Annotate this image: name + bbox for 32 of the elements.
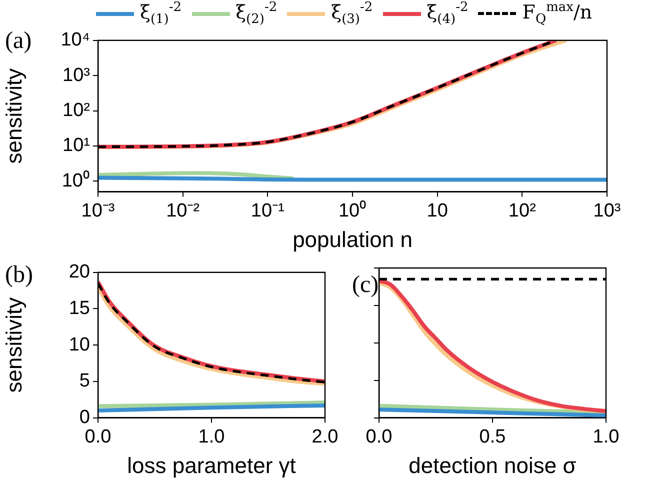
- y-tick-label: 0: [79, 407, 90, 428]
- x-tick-label: 1.0: [592, 426, 620, 448]
- y-tick-label: 10⁴: [60, 30, 90, 51]
- x-tick-label: 10⁻²: [166, 200, 200, 222]
- y-tick-label: 15: [68, 298, 90, 319]
- y-tick-label: 10⁰: [62, 169, 90, 192]
- x-tick-label: 10⁻³: [81, 200, 115, 222]
- x-tick-label: 10: [426, 200, 448, 222]
- x-tick-label: 2.0: [312, 426, 338, 448]
- chart-title: (a): [5, 28, 32, 55]
- x-tick-label: 0.5: [479, 426, 506, 448]
- x-tick-label: 10⁻¹: [250, 200, 284, 222]
- y-axis-title: sensitivity: [1, 297, 26, 393]
- y-tick-label: 10: [68, 334, 90, 356]
- y-axis-title: sensitivity: [1, 68, 26, 164]
- x-tick-label: 10²: [508, 200, 536, 222]
- y-tick-label: 5: [79, 370, 90, 392]
- chart-title: (c): [352, 272, 379, 299]
- x-tick-label: 10³: [593, 200, 621, 222]
- y-tick-label: 20: [68, 262, 90, 283]
- x-axis-title: loss parameter γt: [127, 452, 296, 478]
- x-tick-label: 0.0: [366, 426, 392, 448]
- x-axis-title: population n: [292, 226, 412, 252]
- x-axis-title: detection noise σ: [408, 452, 577, 478]
- chart-title: (b): [5, 262, 33, 289]
- y-tick-label: 10³: [62, 64, 90, 86]
- x-tick-label: 1.0: [198, 426, 225, 448]
- legend-label: F$_{Q}$$^{max}$/n: [522, 0, 592, 28]
- x-tick-label: 0.0: [84, 426, 112, 448]
- y-tick-label: 10²: [62, 100, 90, 122]
- x-tick-label: 10⁰: [338, 199, 367, 222]
- y-tick-label: 10¹: [62, 135, 90, 156]
